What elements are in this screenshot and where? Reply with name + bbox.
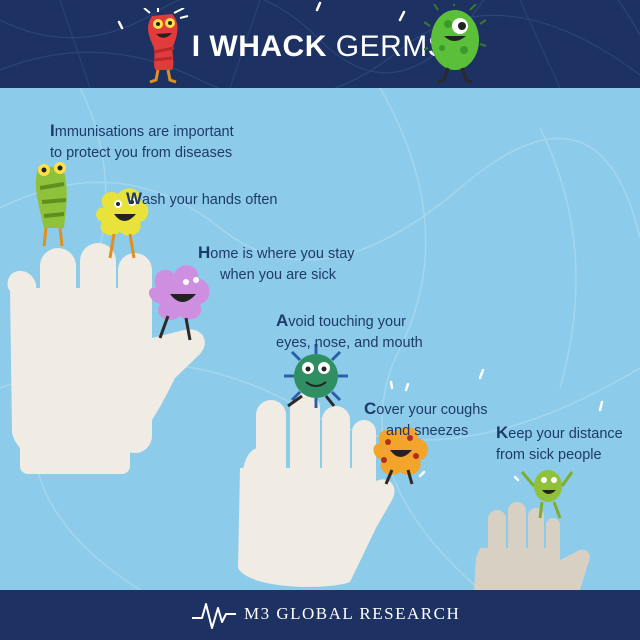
hand-large xyxy=(7,243,205,474)
tip-letter: H xyxy=(198,243,211,262)
green-germ-icon xyxy=(424,4,486,84)
orange-germ-icon xyxy=(373,426,428,485)
heartbeat-logo-icon xyxy=(192,603,236,629)
tip-letter: K xyxy=(496,423,509,442)
germs-layer xyxy=(35,162,604,519)
red-germ-icon xyxy=(143,8,189,84)
header-banner: I WHACK GERMS xyxy=(0,0,640,88)
tip-text-line2: to protect you from diseases xyxy=(50,145,233,161)
small-green-germ-icon xyxy=(520,470,574,519)
tip-stay-home: Home is where you stay when you are sick xyxy=(198,242,355,286)
tip-text: ash your hands often xyxy=(142,192,278,208)
tip-cover-coughs: Cover your coughs and sneezes xyxy=(364,398,488,442)
hand-medium xyxy=(238,393,395,587)
brand-name: M3 GLOBAL RESEARCH xyxy=(244,604,461,623)
tip-letter: I xyxy=(50,121,55,140)
green-striped-germ-icon xyxy=(35,162,67,247)
yellow-germ-icon xyxy=(96,188,149,259)
header-pattern xyxy=(0,0,640,88)
tip-text-line2: from sick people xyxy=(496,447,602,463)
tip-wash-hands: Wash your hands often xyxy=(126,188,277,211)
hand-small xyxy=(474,502,590,590)
tip-text: ome is where you stay xyxy=(210,246,355,262)
tip-letter: A xyxy=(276,311,289,330)
tip-text: void touching your xyxy=(288,314,406,330)
pink-germ-icon xyxy=(148,265,210,341)
page-title: I WHACK GERMS xyxy=(0,30,640,64)
illustration-area: Immunisations are important to protect y… xyxy=(0,88,640,590)
tip-letter: W xyxy=(126,189,143,208)
tip-text: over your coughs xyxy=(376,402,488,418)
tip-text-line2: when you are sick xyxy=(220,267,337,283)
tip-text-line2: eyes, nose, and mouth xyxy=(276,335,423,351)
tip-text-line2: and sneezes xyxy=(386,423,469,439)
tip-avoid-touching: Avoid touching your eyes, nose, and mout… xyxy=(276,310,423,354)
header-droplets xyxy=(117,1,406,30)
title-bold: I WHACK xyxy=(191,30,327,63)
tip-immunisations: Immunisations are important to protect y… xyxy=(50,120,234,164)
title-regular: GERMS xyxy=(335,30,449,63)
footer-banner: M3 GLOBAL RESEARCH xyxy=(0,590,640,640)
tip-text: mmunisations are important xyxy=(54,124,234,140)
blue-germ-icon xyxy=(284,344,348,408)
tip-letter: C xyxy=(364,399,377,418)
tip-text: eep your distance xyxy=(508,426,623,442)
tip-keep-distance: Keep your distance from sick people xyxy=(496,422,623,466)
